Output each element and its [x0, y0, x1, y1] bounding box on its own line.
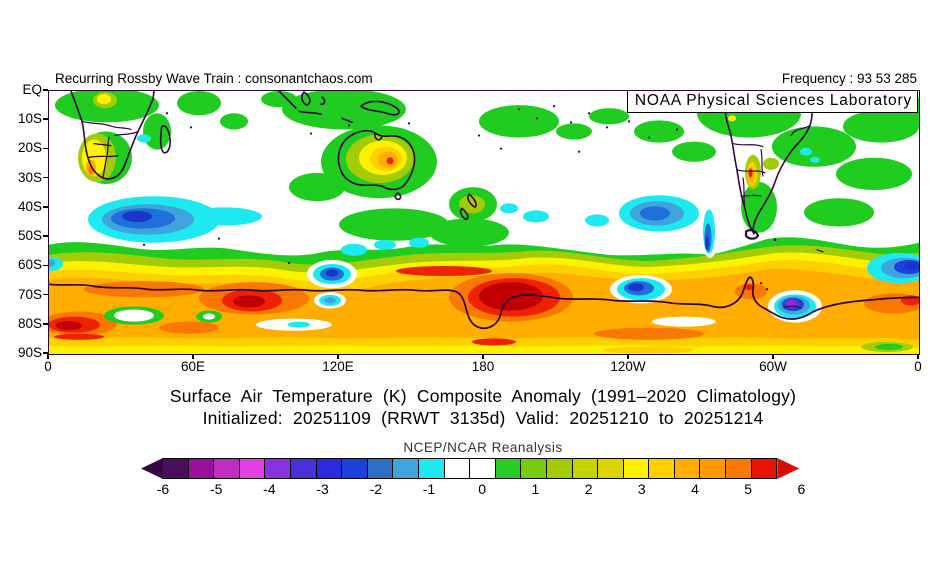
y-axis-tick: [43, 352, 48, 354]
colorbar-tick-label: 6: [797, 481, 806, 497]
y-axis-label: 40S: [17, 198, 42, 214]
colorbar-tick-label: -4: [263, 481, 276, 497]
colorbar: [141, 458, 800, 479]
map-plot-area: NOAA Physical Sciences Laboratory: [48, 90, 920, 355]
y-axis-label: 90S: [17, 345, 42, 360]
anomaly-map-svg: [49, 91, 919, 354]
colorbar-cell: [597, 458, 624, 479]
colorbar-cell: [545, 458, 573, 479]
x-axis-tick: [192, 354, 194, 359]
noaa-psl-watermark: NOAA Physical Sciences Laboratory: [626, 91, 918, 113]
colorbar-cell: [648, 458, 675, 479]
colorbar-title: NCEP/NCAR Reanalysis: [403, 440, 563, 455]
colorbar-cell: [699, 458, 727, 479]
colorbar-cell: [725, 458, 752, 479]
colorbar-cell: [238, 458, 266, 479]
x-axis-label: 120W: [610, 359, 646, 374]
island-specks: [142, 105, 777, 291]
frequency-label: Frequency : 93 53 285: [781, 71, 917, 86]
x-axis-tick: [47, 354, 49, 359]
y-axis-tick: [43, 89, 48, 91]
plot-subtitle: Initialized: 20251109 (RRWT 3135d) Valid…: [202, 408, 764, 428]
y-axis-tick: [43, 235, 48, 237]
colorbar-cell: [417, 458, 445, 479]
y-axis-label: 10S: [17, 111, 42, 127]
colorbar-cell: [187, 458, 215, 479]
colorbar-cell: [571, 458, 599, 479]
x-axis-label: 60E: [180, 359, 206, 374]
colorbar-cell: [443, 458, 471, 479]
y-axis-tick: [43, 264, 48, 267]
x-axis-label: 180: [471, 359, 495, 374]
colorbar-tick-label: 3: [637, 481, 646, 497]
colorbar-cell: [264, 458, 291, 479]
polar-band-details: [104, 306, 913, 354]
colorbar-right-arrow: [777, 458, 800, 479]
colorbar-cell: [469, 458, 496, 479]
y-axis-label: 80S: [17, 315, 42, 331]
subtropical-warm-spots: [78, 92, 779, 214]
colorbar-left-arrow: [141, 458, 163, 479]
colorbar-tick-label: 5: [744, 481, 753, 497]
x-axis-tick: [337, 354, 339, 359]
colorbar-tick-label: -6: [156, 481, 170, 497]
x-axis-label: 60W: [759, 359, 787, 374]
colorbar-cell: [494, 458, 522, 479]
colorbar-tick-label: 1: [531, 481, 540, 497]
colorbar-cells: [162, 458, 778, 479]
colorbar-cell: [520, 458, 547, 479]
x-axis-label: 0: [914, 359, 922, 374]
landmass-outlines: [49, 91, 919, 330]
colorbar-cell: [315, 458, 343, 479]
colorbar-cell: [289, 458, 317, 479]
y-axis-tick: [43, 176, 48, 179]
y-axis-label: 20S: [17, 140, 42, 156]
colorbar-cell: [622, 458, 650, 479]
colorbar-cell: [673, 458, 701, 479]
y-axis-tick: [43, 147, 48, 150]
tropical-cool-spots: [137, 134, 820, 163]
y-axis-label: EQ: [22, 82, 42, 97]
y-axis-tick: [43, 206, 48, 208]
x-axis-tick: [627, 354, 629, 359]
negative-anomaly-cold-blobs: [49, 195, 919, 323]
colorbar-tick-label: 2: [584, 481, 593, 497]
colorbar-cell: [213, 458, 240, 479]
page-header-left: Recurring Rossby Wave Train : consonantc…: [55, 71, 373, 86]
plot-title: Surface Air Temperature (K) Composite An…: [169, 386, 797, 406]
colorbar-cell: [392, 458, 419, 479]
x-axis-label: 120E: [322, 359, 354, 374]
colorbar-tick-label: -3: [316, 481, 329, 497]
colorbar-cell: [750, 458, 778, 479]
y-axis-label: 70S: [17, 286, 42, 302]
x-axis-tick: [482, 354, 484, 359]
colorbar-cell: [366, 458, 394, 479]
colorbar-cell: [162, 458, 189, 479]
x-axis-label: 0: [44, 359, 52, 374]
colorbar-tick-label: 4: [691, 481, 699, 497]
colorbar-cell: [341, 458, 368, 479]
y-axis-tick: [43, 118, 48, 120]
y-axis-label: 30S: [17, 169, 42, 185]
x-axis-tick: [917, 354, 919, 359]
y-axis-tick: [43, 323, 48, 325]
y-axis-tick: [43, 293, 48, 296]
y-axis-label: 50S: [17, 228, 42, 244]
y-axis-label: 60S: [17, 257, 42, 273]
colorbar-tick-label: -5: [209, 481, 223, 497]
colorbar-tick-label: -2: [369, 481, 383, 497]
x-axis-tick: [772, 354, 774, 359]
colorbar-tick-label: 0: [478, 481, 487, 497]
colorbar-tick-label: -1: [422, 481, 436, 497]
